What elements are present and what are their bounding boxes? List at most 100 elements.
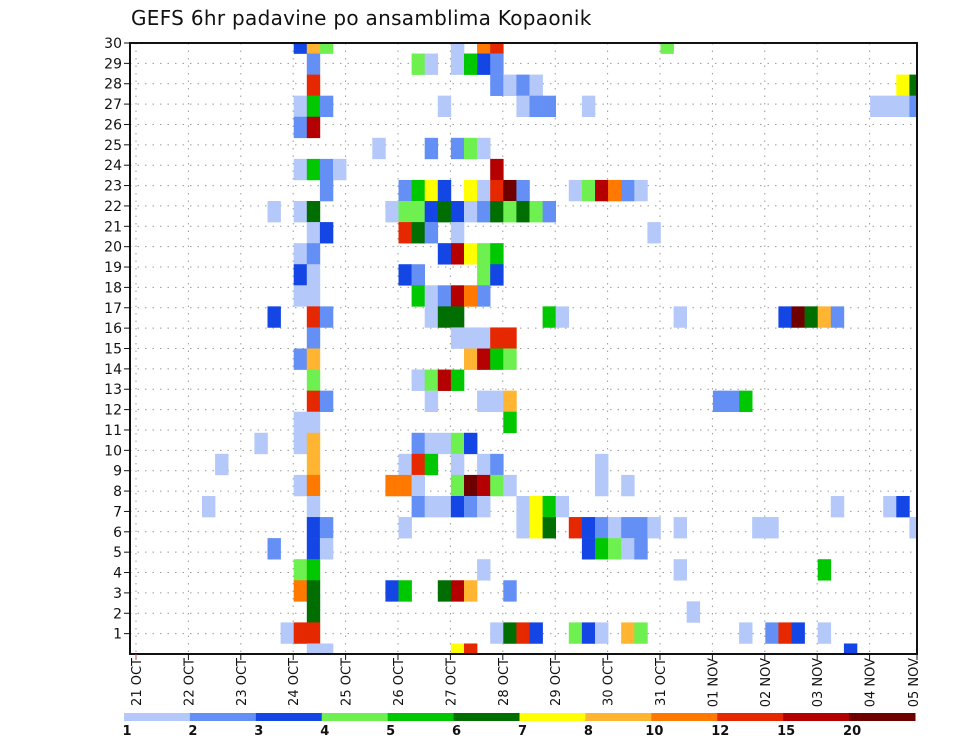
heat-cell: [621, 179, 635, 202]
heat-cell: [477, 390, 491, 413]
heat-cell: [595, 517, 609, 539]
y-tick-label: 5: [113, 545, 122, 561]
heat-cell: [306, 327, 321, 349]
heat-cell: [411, 474, 425, 497]
heat-cell: [424, 432, 439, 455]
heat-cell: [516, 495, 530, 518]
heat-cell: [673, 517, 687, 539]
colorbar-label: 10: [645, 724, 663, 739]
heat-cell: [830, 495, 845, 518]
heat-cell: [529, 201, 543, 223]
chart-title: GEFS 6hr padavine po ansamblima Kopaonik: [131, 6, 592, 30]
heat-cell: [450, 580, 465, 602]
x-tick-label: 29 OCT: [549, 658, 564, 706]
heat-cell: [765, 622, 779, 644]
heat-cell: [516, 95, 530, 118]
heat-cell: [398, 179, 412, 202]
heat-cell: [306, 306, 321, 328]
heat-cell: [817, 622, 832, 644]
heat-cell: [424, 306, 439, 328]
heat-cell: [398, 580, 412, 602]
heat-cell: [450, 222, 465, 244]
y-tick-label: 16: [104, 321, 122, 337]
x-tick-label: 26 OCT: [392, 658, 407, 706]
heat-cell: [477, 201, 491, 223]
heat-cells: [202, 43, 917, 654]
heat-cell: [437, 580, 452, 602]
heat-cell: [817, 559, 832, 581]
y-tick-label: 30: [104, 36, 122, 52]
heat-cell: [424, 453, 439, 476]
heat-cell: [830, 306, 845, 328]
heat-cell: [267, 538, 281, 560]
heat-cell: [333, 158, 347, 181]
heat-cell: [424, 390, 439, 413]
heat-cell: [712, 390, 727, 413]
heat-cell: [490, 53, 504, 75]
heat-cell: [306, 222, 321, 244]
heat-cell: [490, 474, 504, 497]
heat-cell: [477, 327, 491, 349]
heat-cell: [647, 222, 661, 244]
heat-cell: [503, 580, 517, 602]
heat-cell: [778, 622, 792, 644]
heat-cell: [280, 622, 294, 644]
heat-cell: [529, 622, 543, 644]
heat-cell: [490, 201, 504, 223]
heat-cell: [477, 137, 491, 160]
heat-cell: [503, 74, 517, 96]
heat-cell: [673, 559, 687, 581]
y-tick-label: 24: [104, 158, 122, 174]
x-tick-label: 03 NOV: [811, 658, 826, 707]
heat-cell: [516, 74, 530, 96]
grid-lines: [130, 43, 917, 654]
colorbar-label: 20: [843, 724, 861, 739]
heat-cell: [293, 474, 308, 497]
y-tick-label: 25: [104, 138, 122, 154]
heat-cell: [555, 306, 570, 328]
colorbar-swatch: [849, 713, 916, 721]
heat-cell: [437, 179, 452, 202]
x-tick-label: 25 OCT: [340, 658, 355, 706]
heat-cell: [621, 538, 635, 560]
heat-cell: [778, 306, 792, 328]
heat-cell: [791, 622, 805, 644]
colorbar-label: 5: [386, 724, 395, 739]
heat-cell: [634, 538, 648, 560]
heat-cell: [306, 116, 321, 139]
heat-cell: [464, 243, 478, 265]
heat-cell: [319, 158, 334, 181]
heat-cell: [477, 559, 491, 581]
y-tick-label: 6: [113, 525, 122, 541]
heat-cell: [411, 495, 425, 518]
heat-cell: [411, 369, 425, 391]
heat-cell: [450, 432, 465, 455]
heat-cell: [490, 179, 504, 202]
heat-cell: [306, 95, 321, 118]
heat-cell: [437, 201, 452, 223]
heat-cell: [660, 43, 674, 54]
heat-cell: [424, 137, 439, 160]
heat-cell: [909, 517, 917, 539]
heat-cell: [306, 559, 321, 581]
heat-cell: [843, 643, 858, 654]
heat-cell: [503, 411, 517, 434]
y-tick-label: 14: [104, 362, 122, 378]
heat-cell: [634, 517, 648, 539]
heat-cell: [477, 495, 491, 518]
heat-cell: [306, 53, 321, 75]
heat-cell: [490, 264, 504, 286]
x-tick-label: 27 OCT: [444, 658, 459, 706]
heat-cell: [529, 517, 543, 539]
y-tick-label: 20: [104, 240, 122, 256]
heat-cell: [306, 453, 321, 476]
heat-cell: [450, 137, 465, 160]
y-tick-label: 9: [113, 464, 122, 480]
colorbar-swatch: [519, 713, 586, 721]
heat-cell: [450, 453, 465, 476]
heat-cell: [464, 327, 478, 349]
heat-cell: [477, 285, 491, 307]
y-tick-label: 10: [104, 443, 122, 459]
colorbar-label: 4: [320, 724, 329, 739]
heat-cell: [319, 306, 334, 328]
